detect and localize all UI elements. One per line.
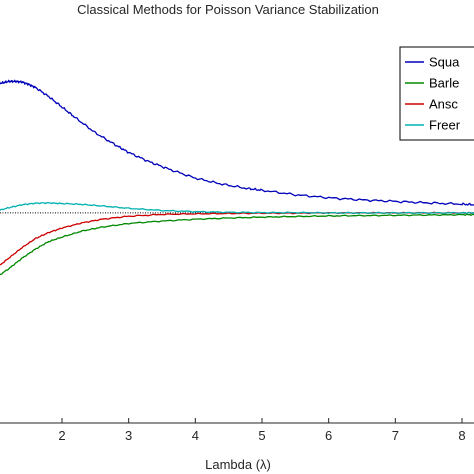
legend: Squa Barle Ansc Freer: [399, 46, 474, 141]
series-layer: [0, 79, 474, 276]
x-tick-label: 6: [325, 428, 332, 443]
x-ticks: 2 3 4 5 6 7 8: [58, 418, 466, 443]
legend-label: Squa: [429, 55, 460, 70]
x-tick-label: 5: [258, 428, 265, 443]
x-tick-label: 2: [58, 428, 65, 443]
legend-entries: Squa Barle Ansc Freer: [405, 55, 461, 133]
legend-label: Barle: [429, 76, 459, 91]
x-tick-label: 3: [125, 428, 132, 443]
legend-label: Freer: [429, 118, 461, 133]
x-tick-label: 7: [392, 428, 399, 443]
chart-title: Classical Methods for Poisson Variance S…: [77, 2, 379, 17]
x-tick-label: 4: [192, 428, 199, 443]
plot-background: [0, 30, 474, 423]
series-line-4: [0, 201, 474, 215]
series-line-1: [0, 79, 474, 206]
x-tick-label: 8: [458, 428, 465, 443]
legend-label: Ansc: [429, 97, 458, 112]
series-line-2: [0, 213, 474, 276]
plot-area: 2 3 4 5 6 7 8: [0, 30, 474, 443]
x-axis-label: Lambda (λ): [205, 457, 271, 472]
